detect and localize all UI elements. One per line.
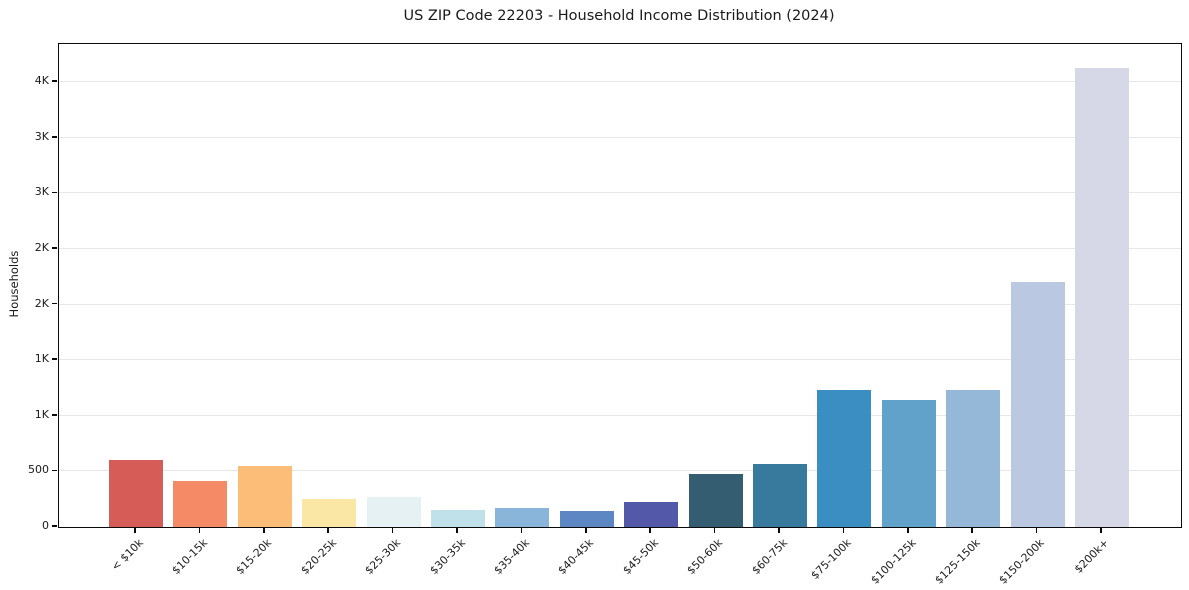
bar <box>109 460 163 527</box>
chart-title: US ZIP Code 22203 - Household Income Dis… <box>403 8 835 24</box>
bar <box>624 501 679 527</box>
gridline <box>59 81 1181 83</box>
gridline <box>59 192 1181 194</box>
y-tick-mark <box>51 247 57 249</box>
y-tick-mark <box>51 358 57 360</box>
bar <box>688 474 743 527</box>
x-tick-label: $50-60k <box>684 536 726 577</box>
x-tick-label: $15-20k <box>233 536 275 577</box>
y-tick-mark <box>51 414 57 416</box>
x-tick-label: $30-35k <box>426 536 468 577</box>
y-tick-label: 1K <box>34 352 49 366</box>
y-tick-label: 0 <box>42 519 49 532</box>
bar <box>1075 67 1129 527</box>
y-tick-label: 3K <box>34 129 49 143</box>
x-tick-mark <box>1100 527 1102 533</box>
x-tick-mark <box>134 527 136 533</box>
x-tick-label: $25-30k <box>362 536 404 577</box>
gridline <box>59 470 1181 472</box>
plot-area <box>58 43 1182 528</box>
y-axis-label: Households <box>7 250 21 318</box>
y-tick-label: 1K <box>34 407 49 421</box>
x-tick-mark <box>585 527 587 533</box>
bar <box>237 466 292 527</box>
x-tick-mark <box>971 527 973 533</box>
x-tick-label: $60-75k <box>748 536 790 577</box>
y-tick-label: 4K <box>34 74 49 88</box>
x-tick-mark <box>198 527 201 533</box>
y-tick-label: 3K <box>34 185 49 199</box>
y-tick-label: 2K <box>34 241 49 255</box>
x-tick-label: $125-150k <box>932 536 983 587</box>
x-tick-label: $75-100k <box>808 536 854 582</box>
x-tick-mark <box>1035 527 1038 533</box>
gridline <box>59 414 1181 416</box>
x-tick-label: $35-40k <box>491 536 532 577</box>
bar <box>753 463 807 527</box>
x-tick-label: $45-50k <box>620 536 661 577</box>
x-tick-mark <box>907 527 909 533</box>
y-tick-mark <box>51 191 57 194</box>
bar <box>302 499 357 527</box>
y-tick-label: 500 <box>28 463 49 477</box>
gridline <box>59 248 1181 250</box>
bar <box>1010 282 1065 527</box>
x-tick-mark <box>713 527 716 533</box>
x-tick-mark <box>456 527 458 533</box>
gridline <box>59 359 1181 361</box>
x-tick-label: $40-45k <box>555 536 597 577</box>
y-tick-mark <box>51 469 57 472</box>
gridline <box>59 303 1181 305</box>
bar <box>881 400 936 527</box>
bar <box>817 389 872 527</box>
x-tick-mark <box>391 527 394 533</box>
x-tick-mark <box>327 527 329 533</box>
x-tick-label: < $10k <box>108 536 146 574</box>
bar <box>173 480 228 527</box>
bar <box>431 510 485 527</box>
x-tick-label: $100-125k <box>867 536 919 587</box>
x-tick-label: $10-15k <box>169 536 210 577</box>
y-tick-mark <box>51 525 57 527</box>
x-tick-mark <box>842 527 845 533</box>
y-tick-mark <box>51 80 57 82</box>
x-tick-label: $200k+ <box>1072 536 1112 576</box>
x-tick-mark <box>649 527 651 533</box>
x-tick-mark <box>778 527 780 533</box>
x-tick-mark <box>520 527 523 533</box>
x-tick-label: $20-25k <box>298 536 339 577</box>
bar <box>495 507 550 527</box>
x-tick-mark <box>263 527 265 533</box>
bar <box>559 511 614 527</box>
y-tick-mark <box>51 136 57 138</box>
y-tick-label: 2K <box>34 296 49 310</box>
x-tick-label: $150-200k <box>996 536 1048 587</box>
y-tick-mark <box>51 302 57 305</box>
gridline <box>59 136 1181 138</box>
bar <box>946 389 1001 527</box>
bar <box>366 496 421 527</box>
